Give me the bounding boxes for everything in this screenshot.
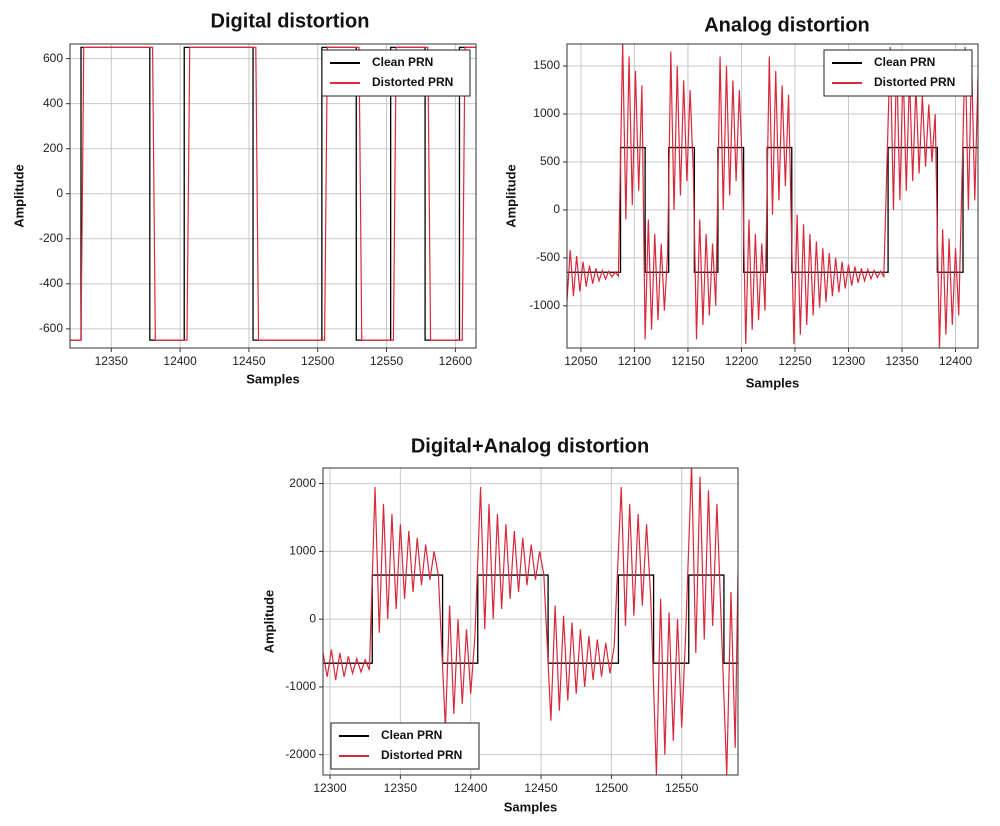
chart-title: Digital+Analog distortion — [411, 435, 649, 457]
series-line — [70, 46, 476, 341]
y-axis-label: Amplitude — [261, 590, 276, 654]
legend: Clean PRN Distorted PRN — [330, 722, 480, 770]
x-tick-label: 12400 — [163, 354, 197, 368]
x-tick-label: 12150 — [671, 354, 705, 368]
chart: -2000 -1000 0 1000 2000 12300 12350 12400 12450 1… — [261, 435, 739, 814]
legend-box — [823, 49, 973, 97]
y-tick-label: -1000 — [285, 679, 316, 693]
x-tick-label: 12500 — [301, 354, 335, 368]
y-tick-label: 1500 — [533, 58, 560, 72]
x-tick-label: 12400 — [939, 354, 973, 368]
x-tick-label: 12450 — [232, 354, 266, 368]
x-tick-label: 12350 — [384, 781, 418, 795]
chart-title: Digital distortion — [211, 10, 370, 32]
x-tick-label: 12550 — [370, 354, 404, 368]
x-tick-label: 12300 — [313, 781, 347, 795]
legend: Clean PRN Distorted PRN — [321, 49, 471, 97]
legend-label: Distorted PRN — [372, 75, 453, 89]
y-tick-label: 0 — [309, 611, 316, 625]
y-tick-label: 1000 — [533, 106, 560, 120]
x-tick-label: 12250 — [778, 354, 812, 368]
y-tick-label: 2000 — [289, 476, 316, 490]
x-tick-label: 12100 — [618, 354, 652, 368]
plot-frame — [322, 467, 739, 776]
legend-label: Clean PRN — [874, 55, 935, 69]
chart: -600 -400 -200 0 200 400 600 12350 12400 12450 125… — [11, 10, 477, 386]
series-line — [567, 44, 978, 348]
x-tick-label: 12350 — [885, 354, 919, 368]
x-axis-label: Samples — [746, 375, 799, 390]
y-tick-label: 600 — [43, 51, 63, 65]
chart-title: Analog distortion — [704, 14, 870, 36]
legend-box — [321, 49, 471, 97]
y-tick-label: 0 — [553, 202, 560, 216]
y-tick-label: -600 — [39, 321, 63, 335]
y-axis-label: Amplitude — [503, 164, 518, 228]
legend-box — [330, 722, 480, 770]
x-tick-label: 12600 — [439, 354, 473, 368]
y-tick-label: -2000 — [285, 747, 316, 761]
y-tick-label: -400 — [39, 276, 63, 290]
x-tick-label: 12500 — [595, 781, 629, 795]
legend-label: Clean PRN — [381, 728, 442, 742]
y-tick-label: 0 — [56, 186, 63, 200]
y-tick-label: -500 — [536, 250, 560, 264]
y-tick-label: -200 — [39, 231, 63, 245]
x-tick-label: 12050 — [564, 354, 598, 368]
plot-frame — [566, 43, 979, 349]
series-line — [323, 468, 738, 775]
x-tick-label: 12550 — [665, 781, 699, 795]
x-axis-label: Samples — [504, 799, 557, 814]
legend: Clean PRN Distorted PRN — [823, 49, 973, 97]
legend-label: Clean PRN — [372, 55, 433, 69]
x-tick-label: 12300 — [832, 354, 866, 368]
y-tick-label: 400 — [43, 96, 63, 110]
series-line — [70, 46, 476, 341]
chart: -1000 -500 0 500 1000 1500 12050 12100 12150 1220… — [503, 14, 979, 390]
x-axis-label: Samples — [246, 371, 299, 386]
plot-frame — [69, 43, 477, 349]
y-tick-label: 500 — [540, 154, 560, 168]
x-tick-label: 12350 — [95, 354, 129, 368]
x-tick-label: 12450 — [524, 781, 558, 795]
y-tick-label: -1000 — [529, 298, 560, 312]
x-tick-label: 12200 — [725, 354, 759, 368]
legend-label: Distorted PRN — [381, 748, 462, 762]
y-tick-label: 200 — [43, 141, 63, 155]
y-axis-label: Amplitude — [11, 164, 26, 228]
x-tick-label: 12400 — [454, 781, 488, 795]
legend-label: Distorted PRN — [874, 75, 955, 89]
y-tick-label: 1000 — [289, 544, 316, 558]
